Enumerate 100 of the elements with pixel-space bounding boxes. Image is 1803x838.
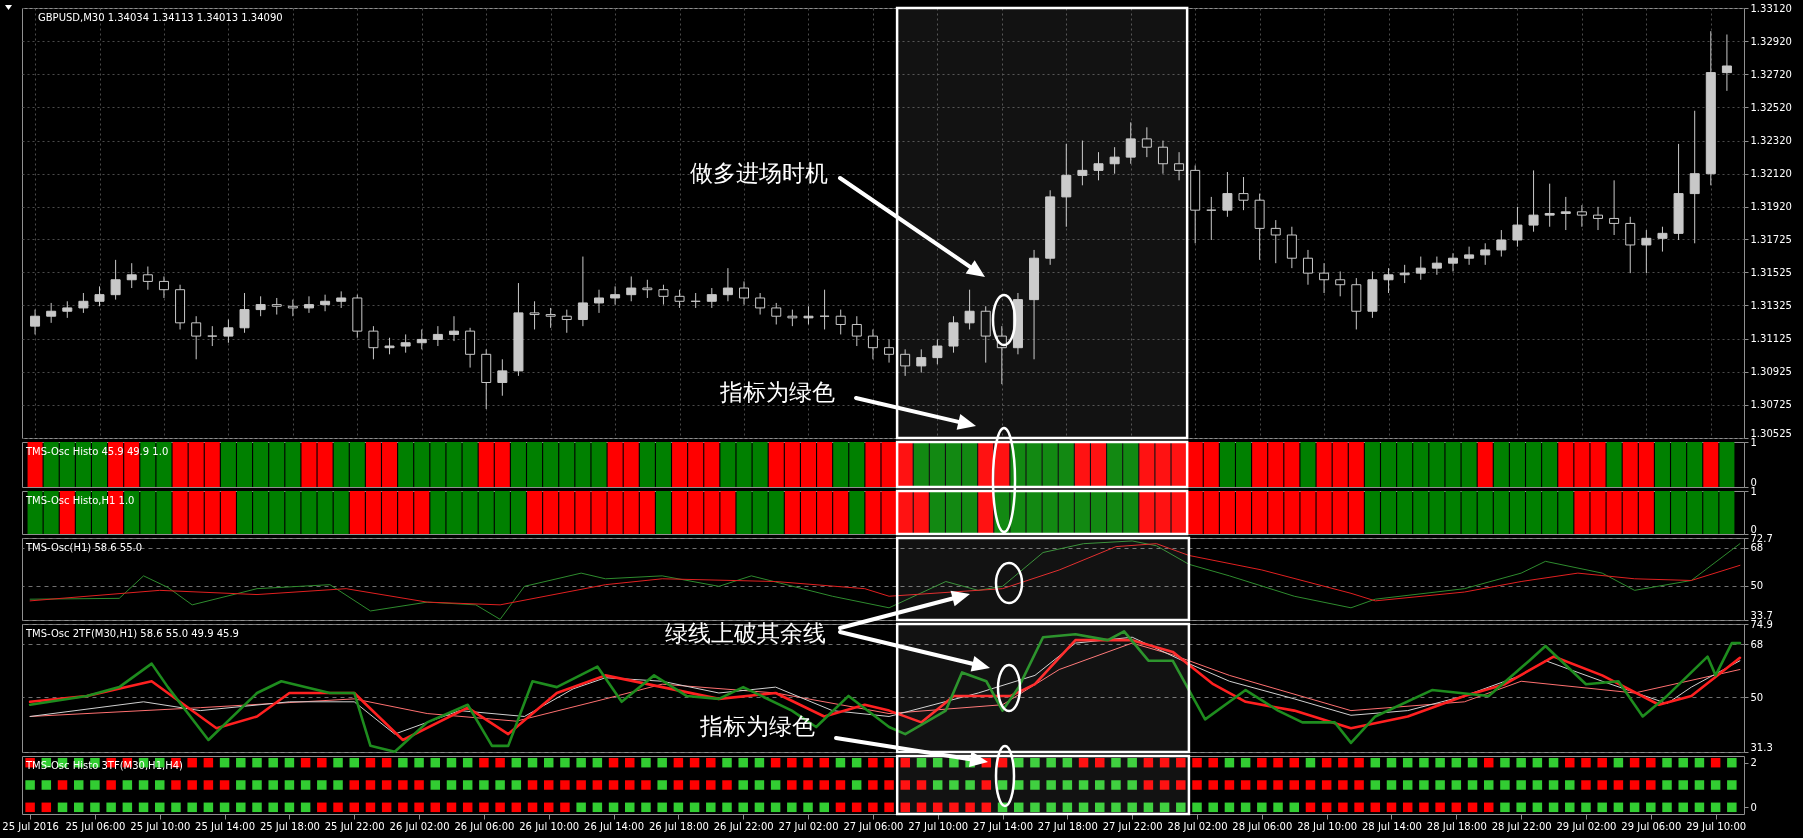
candlestick (1125, 121, 1136, 165)
candlestick (706, 287, 717, 309)
annotation: 绿线上破其余线 (665, 620, 826, 646)
y-tick-label: 1 (1750, 485, 1757, 497)
candlestick (191, 315, 202, 360)
chart-title: GBPUSD,M30 1.34034 1.34113 1.34013 1.34090 (38, 12, 283, 23)
y-tick-label: 0 (1750, 523, 1757, 535)
candlestick (465, 327, 476, 369)
candlestick (78, 292, 89, 314)
candlestick (30, 309, 41, 335)
candlestick (545, 307, 556, 329)
x-tick-label: 27 Jul 02:00 (778, 820, 839, 832)
x-tick-label: 25 Jul 14:00 (195, 820, 256, 832)
candlestick (1528, 169, 1539, 233)
x-tick-label: 26 Jul 18:00 (648, 820, 709, 832)
y-tick-label: 72.7 (1750, 532, 1773, 544)
candlestick (1174, 151, 1185, 181)
x-tick-label: 27 Jul 22:00 (1102, 820, 1163, 832)
x-tick-label: 26 Jul 22:00 (713, 820, 774, 832)
x-tick-label: 29 Jul 06:00 (1621, 820, 1682, 832)
candlestick (594, 289, 605, 314)
y-tick-label: 1.32720 (1750, 68, 1792, 80)
candlestick (1512, 206, 1523, 248)
candlestick (1286, 226, 1297, 269)
x-tick-label: 29 Jul 10:00 (1686, 820, 1747, 832)
y-tick-label: 1.31920 (1750, 201, 1792, 213)
x-tick-label: 29 Jul 02:00 (1556, 820, 1617, 832)
candlestick (610, 285, 621, 306)
candlestick (1641, 229, 1652, 274)
candlestick (674, 289, 685, 309)
x-tick-label: 25 Jul 2016 (2, 820, 59, 832)
candlestick (916, 348, 927, 374)
candlestick (851, 315, 862, 347)
chart-title: TMS-Osc 2TF(M30,H1) 58.6 55.0 49.9 45.9 (25, 628, 239, 639)
candlestick (1093, 151, 1104, 181)
candlestick (964, 289, 975, 330)
candlestick (497, 358, 508, 397)
candlestick (207, 325, 218, 347)
y-tick-label: 1.32520 (1750, 101, 1792, 113)
candlestick (416, 328, 427, 350)
y-tick-label: 1.30725 (1750, 399, 1792, 411)
candlestick (1721, 34, 1732, 92)
annotation: 指标为绿色 (719, 379, 835, 405)
annotation: 做多进场时机 (690, 160, 828, 186)
annotation: 指标为绿色 (699, 713, 815, 739)
candlestick (1689, 110, 1700, 244)
x-tick-label: 28 Jul 14:00 (1362, 820, 1422, 832)
candlestick (255, 295, 266, 317)
candlestick (948, 315, 959, 354)
y-tick-label: 1.31125 (1750, 333, 1792, 345)
x-tick-label: 28 Jul 22:00 (1491, 820, 1552, 832)
candlestick (771, 302, 782, 325)
candlestick (223, 319, 234, 344)
y-tick-label: 1.31725 (1750, 233, 1792, 245)
candlestick (1383, 267, 1394, 294)
candlestick (94, 285, 105, 307)
y-tick-label: 33.7 (1750, 609, 1773, 621)
candlestick (46, 302, 57, 324)
candlestick (303, 295, 314, 314)
candlestick (626, 275, 637, 302)
candlestick (239, 292, 250, 334)
x-tick-label: 25 Jul 06:00 (65, 820, 126, 832)
y-tick-label: 1.32120 (1750, 168, 1792, 180)
candlestick (142, 266, 153, 291)
y-tick-label: 0 (1750, 801, 1757, 813)
candlestick (561, 309, 572, 334)
candlestick (1609, 179, 1620, 236)
candlestick (1222, 171, 1233, 218)
x-tick-label: 25 Jul 22:00 (324, 820, 385, 832)
candlestick (1335, 270, 1346, 297)
candlestick (932, 338, 943, 365)
y-tick-label: 2 (1750, 757, 1757, 769)
candlestick (1319, 262, 1330, 294)
x-tick-label: 26 Jul 10:00 (519, 820, 580, 832)
candlestick (1625, 216, 1636, 274)
x-tick-label: 28 Jul 06:00 (1232, 820, 1293, 832)
candlestick (529, 300, 540, 330)
candlestick (1480, 242, 1491, 266)
candlestick (1657, 226, 1668, 253)
candlestick (368, 325, 379, 360)
y-tick-label: 1.31325 (1750, 299, 1792, 311)
chart-title: TMS-Osc(H1) 58.6 55.0 (25, 542, 143, 553)
y-tick-label: 50 (1750, 691, 1764, 703)
candlestick (1109, 146, 1120, 175)
candlestick (287, 299, 298, 317)
candlestick (1077, 140, 1088, 186)
candlestick (1431, 256, 1442, 276)
candlestick (835, 309, 846, 335)
candlestick (1496, 229, 1507, 258)
y-tick-label: 1.30525 (1750, 427, 1792, 439)
x-tick-label: 28 Jul 10:00 (1297, 820, 1358, 832)
candlestick (1302, 249, 1313, 286)
candlestick (1464, 246, 1475, 266)
y-tick-label: 1.32920 (1750, 35, 1792, 47)
x-tick-label: 25 Jul 18:00 (259, 820, 320, 832)
y-tick-label: 31.3 (1750, 741, 1773, 753)
candlestick (448, 315, 459, 342)
candlestick (158, 275, 169, 299)
candlestick (884, 338, 895, 364)
x-tick-label: 26 Jul 06:00 (454, 820, 515, 832)
